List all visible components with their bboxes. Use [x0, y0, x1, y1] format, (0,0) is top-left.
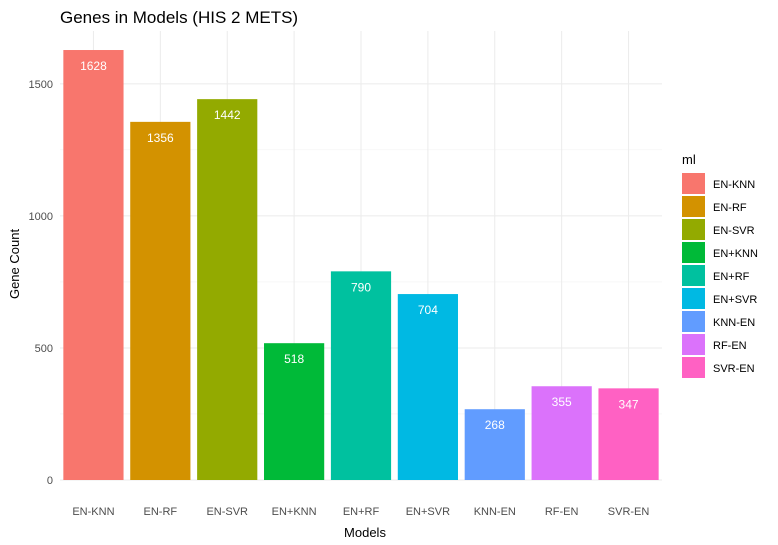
y-axis-title: Gene Count: [7, 229, 22, 299]
x-tick-label: EN+KNN: [272, 506, 317, 518]
legend-swatch-EN-KNN: [682, 173, 705, 194]
y-axis-ticks: 0 500 1000 1500: [29, 79, 53, 487]
x-tick-label: EN-RF: [144, 506, 178, 518]
legend-label: RF-EN: [713, 340, 747, 352]
data-labels: 1628 1356 1442 518 790 704 268 355 347: [80, 59, 639, 432]
legend-label: EN+KNN: [713, 248, 758, 260]
x-tick-label: EN-KNN: [72, 506, 114, 518]
y-tick-label: 500: [35, 343, 53, 355]
legend-label: EN-RF: [713, 202, 747, 214]
y-tick-label: 0: [47, 475, 53, 487]
legend: ml EN-KNN EN-RF EN-SVR EN+KNN EN+RF EN+SVR KNN…: [682, 152, 758, 378]
legend-label: KNN-EN: [713, 317, 755, 329]
x-tick-label: EN-SVR: [206, 506, 248, 518]
legend-swatch-KNN-EN: [682, 311, 705, 332]
bar-EN+KNN: [264, 343, 325, 480]
legend-swatch-EN-SVR: [682, 219, 705, 240]
x-axis-title: Models: [344, 525, 386, 540]
x-axis-ticks: EN-KNN EN-RF EN-SVR EN+KNN EN+RF EN+SVR KNN-EN…: [72, 506, 649, 518]
bar-SVR-EN: [598, 388, 659, 480]
data-label: 1356: [147, 131, 174, 145]
legend-swatch-EN-RF: [682, 196, 705, 217]
data-label: 704: [418, 303, 438, 317]
legend-swatch-EN+SVR: [682, 288, 705, 309]
y-tick-label: 1000: [29, 211, 53, 223]
x-tick-label: EN+RF: [343, 506, 380, 518]
legend-swatch-EN+KNN: [682, 242, 705, 263]
legend-swatch-RF-EN: [682, 334, 705, 355]
legend-swatch-SVR-EN: [682, 357, 705, 378]
legend-label: EN+RF: [713, 271, 750, 283]
data-label: 1628: [80, 59, 107, 73]
data-label: 268: [485, 418, 505, 432]
bar-EN-SVR: [197, 99, 258, 481]
bar-RF-EN: [531, 386, 592, 480]
data-label: 790: [351, 280, 371, 294]
data-label: 347: [619, 397, 639, 411]
x-tick-label: KNN-EN: [474, 506, 516, 518]
bar-KNN-EN: [464, 409, 525, 480]
legend-swatch-EN+RF: [682, 265, 705, 286]
x-tick-label: EN+SVR: [406, 506, 450, 518]
bar-EN+RF: [330, 271, 392, 480]
y-tick-label: 1500: [29, 79, 53, 91]
bar-EN-RF: [130, 121, 191, 480]
bars: [63, 50, 659, 481]
legend-label: SVR-EN: [713, 363, 755, 375]
bar-EN-KNN: [63, 50, 124, 480]
legend-title: ml: [682, 152, 696, 167]
legend-label: EN-SVR: [713, 225, 755, 237]
x-tick-label: RF-EN: [545, 506, 579, 518]
x-tick-label: SVR-EN: [608, 506, 650, 518]
legend-label: EN+SVR: [713, 294, 757, 306]
data-label: 355: [552, 395, 572, 409]
legend-items: EN-KNN EN-RF EN-SVR EN+KNN EN+RF EN+SVR KNN-EN…: [682, 173, 758, 378]
data-label: 518: [284, 352, 304, 366]
data-label: 1442: [214, 108, 241, 122]
bar-EN+SVR: [397, 294, 458, 480]
chart-title: Genes in Models (HIS 2 METS): [60, 8, 298, 27]
legend-label: EN-KNN: [713, 179, 755, 191]
